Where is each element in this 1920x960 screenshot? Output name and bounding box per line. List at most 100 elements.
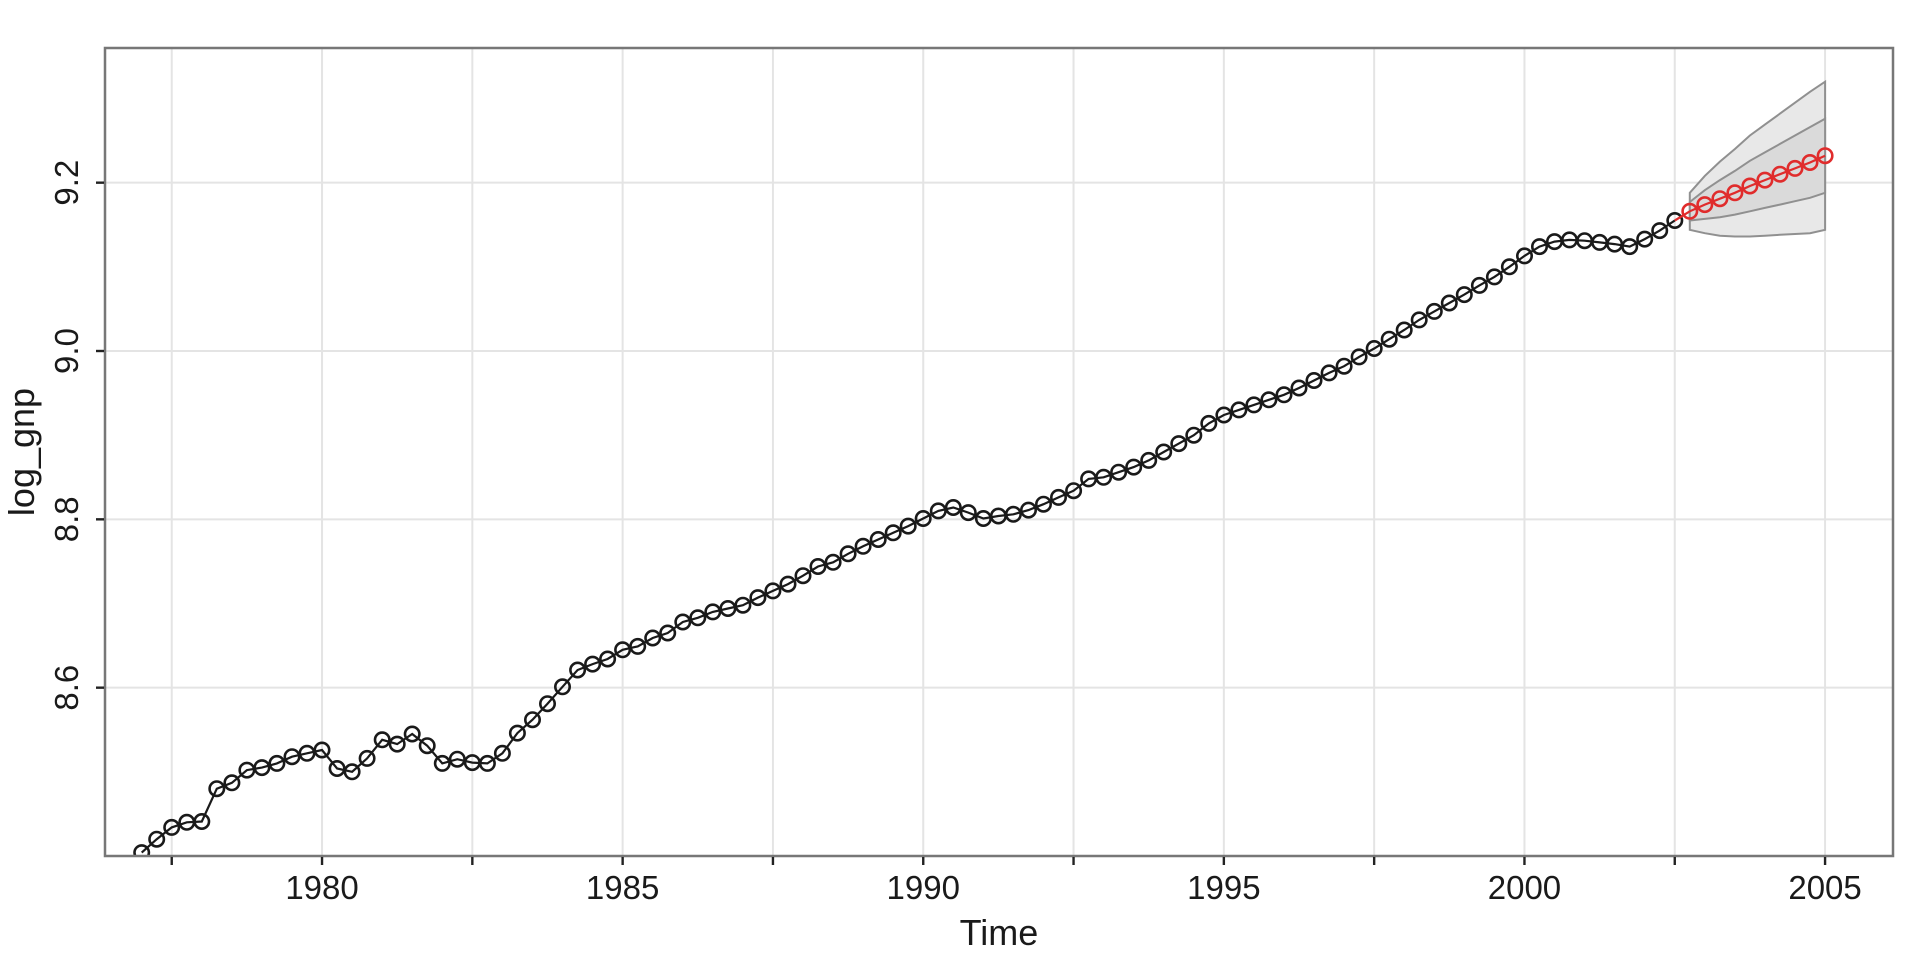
observed-point-73 bbox=[1230, 401, 1248, 419]
observed-point-20 bbox=[433, 754, 451, 772]
observed-point-8 bbox=[253, 759, 271, 777]
forecast-band-1se bbox=[1688, 116, 1827, 222]
observed-point-75 bbox=[1260, 391, 1278, 409]
observed-point-31 bbox=[599, 650, 617, 668]
forecast-point-7 bbox=[1786, 159, 1804, 177]
observed-point-88 bbox=[1455, 286, 1473, 304]
observed-point-0 bbox=[133, 844, 151, 856]
observed-point-43 bbox=[779, 575, 797, 593]
observed-point-85 bbox=[1410, 311, 1428, 329]
forecast-line bbox=[1674, 154, 1826, 222]
observed-point-17 bbox=[388, 735, 406, 753]
observed-point-81 bbox=[1350, 348, 1368, 366]
observed-point-35 bbox=[659, 624, 677, 642]
panel-border bbox=[103, 46, 1895, 858]
observed-point-42 bbox=[764, 582, 782, 600]
observed-point-38 bbox=[704, 603, 722, 621]
observed-point-79 bbox=[1320, 364, 1338, 382]
observed-point-78 bbox=[1305, 371, 1323, 389]
observed-point-4 bbox=[193, 812, 211, 830]
forecast-point-4 bbox=[1741, 177, 1759, 195]
observed-point-72 bbox=[1215, 406, 1233, 424]
observed-point-30 bbox=[584, 655, 602, 673]
observed-point-12 bbox=[313, 741, 331, 759]
observed-point-53 bbox=[929, 502, 947, 520]
observed-point-59 bbox=[1019, 501, 1037, 519]
observed-point-61 bbox=[1050, 488, 1068, 506]
x-tick-label-2005: 2005 bbox=[1788, 869, 1861, 906]
x-tick-label-1980: 1980 bbox=[285, 869, 358, 906]
y-tick-label-9.2: 9.2 bbox=[48, 160, 85, 206]
observed-point-15 bbox=[358, 749, 376, 767]
observed-point-34 bbox=[644, 629, 662, 647]
observed-point-27 bbox=[538, 695, 556, 713]
observed-point-52 bbox=[914, 509, 932, 527]
observed-point-76 bbox=[1275, 386, 1293, 404]
observed-point-54 bbox=[944, 498, 962, 516]
observed-point-83 bbox=[1380, 330, 1398, 348]
observed-point-69 bbox=[1170, 435, 1188, 453]
observed-point-46 bbox=[824, 553, 842, 571]
observed-point-84 bbox=[1395, 321, 1413, 339]
observed-point-29 bbox=[569, 661, 587, 679]
observed-point-89 bbox=[1470, 276, 1488, 294]
observed-point-26 bbox=[523, 711, 541, 729]
observed-point-65 bbox=[1110, 463, 1128, 481]
observed-point-28 bbox=[553, 678, 571, 696]
observed-point-86 bbox=[1425, 302, 1443, 320]
observed-point-93 bbox=[1531, 238, 1549, 256]
observed-point-74 bbox=[1245, 396, 1263, 414]
observed-point-48 bbox=[854, 537, 872, 555]
observed-point-90 bbox=[1485, 268, 1503, 286]
observed-point-80 bbox=[1335, 357, 1353, 375]
y-axis-title: log_gnp bbox=[1, 388, 42, 516]
x-tick-label-1995: 1995 bbox=[1187, 869, 1260, 906]
observed-point-41 bbox=[749, 589, 767, 607]
observed-point-2 bbox=[163, 818, 181, 836]
observed-point-33 bbox=[629, 637, 647, 655]
observed-point-45 bbox=[809, 557, 827, 575]
y-tick-label-8.8: 8.8 bbox=[48, 496, 85, 542]
observed-point-16 bbox=[373, 731, 391, 749]
observed-point-36 bbox=[674, 613, 692, 631]
observed-point-99 bbox=[1621, 238, 1639, 256]
observed-point-77 bbox=[1290, 379, 1308, 397]
observed-point-68 bbox=[1155, 443, 1173, 461]
observed-point-60 bbox=[1035, 495, 1053, 513]
observed-point-19 bbox=[418, 737, 436, 755]
observed-point-1 bbox=[148, 830, 166, 848]
observed-point-51 bbox=[899, 517, 917, 535]
observed-point-87 bbox=[1440, 294, 1458, 312]
x-axis-title: Time bbox=[960, 912, 1039, 953]
x-tick-label-1990: 1990 bbox=[887, 869, 960, 906]
observed-point-64 bbox=[1095, 468, 1113, 486]
forecast-point-2 bbox=[1711, 190, 1729, 208]
observed-point-5 bbox=[208, 780, 226, 798]
observed-point-24 bbox=[493, 744, 511, 762]
forecast-point-1 bbox=[1696, 196, 1714, 214]
observed-point-10 bbox=[283, 748, 301, 766]
observed-point-37 bbox=[689, 609, 707, 627]
forecast-point-0 bbox=[1681, 202, 1699, 220]
observed-point-14 bbox=[343, 763, 361, 781]
observed-point-23 bbox=[478, 754, 496, 772]
observed-point-32 bbox=[614, 641, 632, 659]
observed-point-6 bbox=[223, 774, 241, 792]
forecast-point-3 bbox=[1726, 184, 1744, 202]
y-tick-label-9.0: 9.0 bbox=[48, 328, 85, 374]
y-tick-label-8.6: 8.6 bbox=[48, 665, 85, 711]
forecast-point-6 bbox=[1771, 165, 1789, 183]
observed-point-67 bbox=[1140, 451, 1158, 469]
observed-point-44 bbox=[794, 567, 812, 585]
observed-point-62 bbox=[1065, 482, 1083, 500]
forecast-point-9 bbox=[1816, 147, 1834, 165]
observed-point-71 bbox=[1200, 414, 1218, 432]
observed-point-49 bbox=[869, 530, 887, 548]
forecast-point-8 bbox=[1801, 154, 1819, 172]
observed-point-92 bbox=[1516, 247, 1534, 265]
observed-point-47 bbox=[839, 545, 857, 563]
observed-point-21 bbox=[448, 750, 466, 768]
plot-data-layer bbox=[133, 79, 1834, 856]
